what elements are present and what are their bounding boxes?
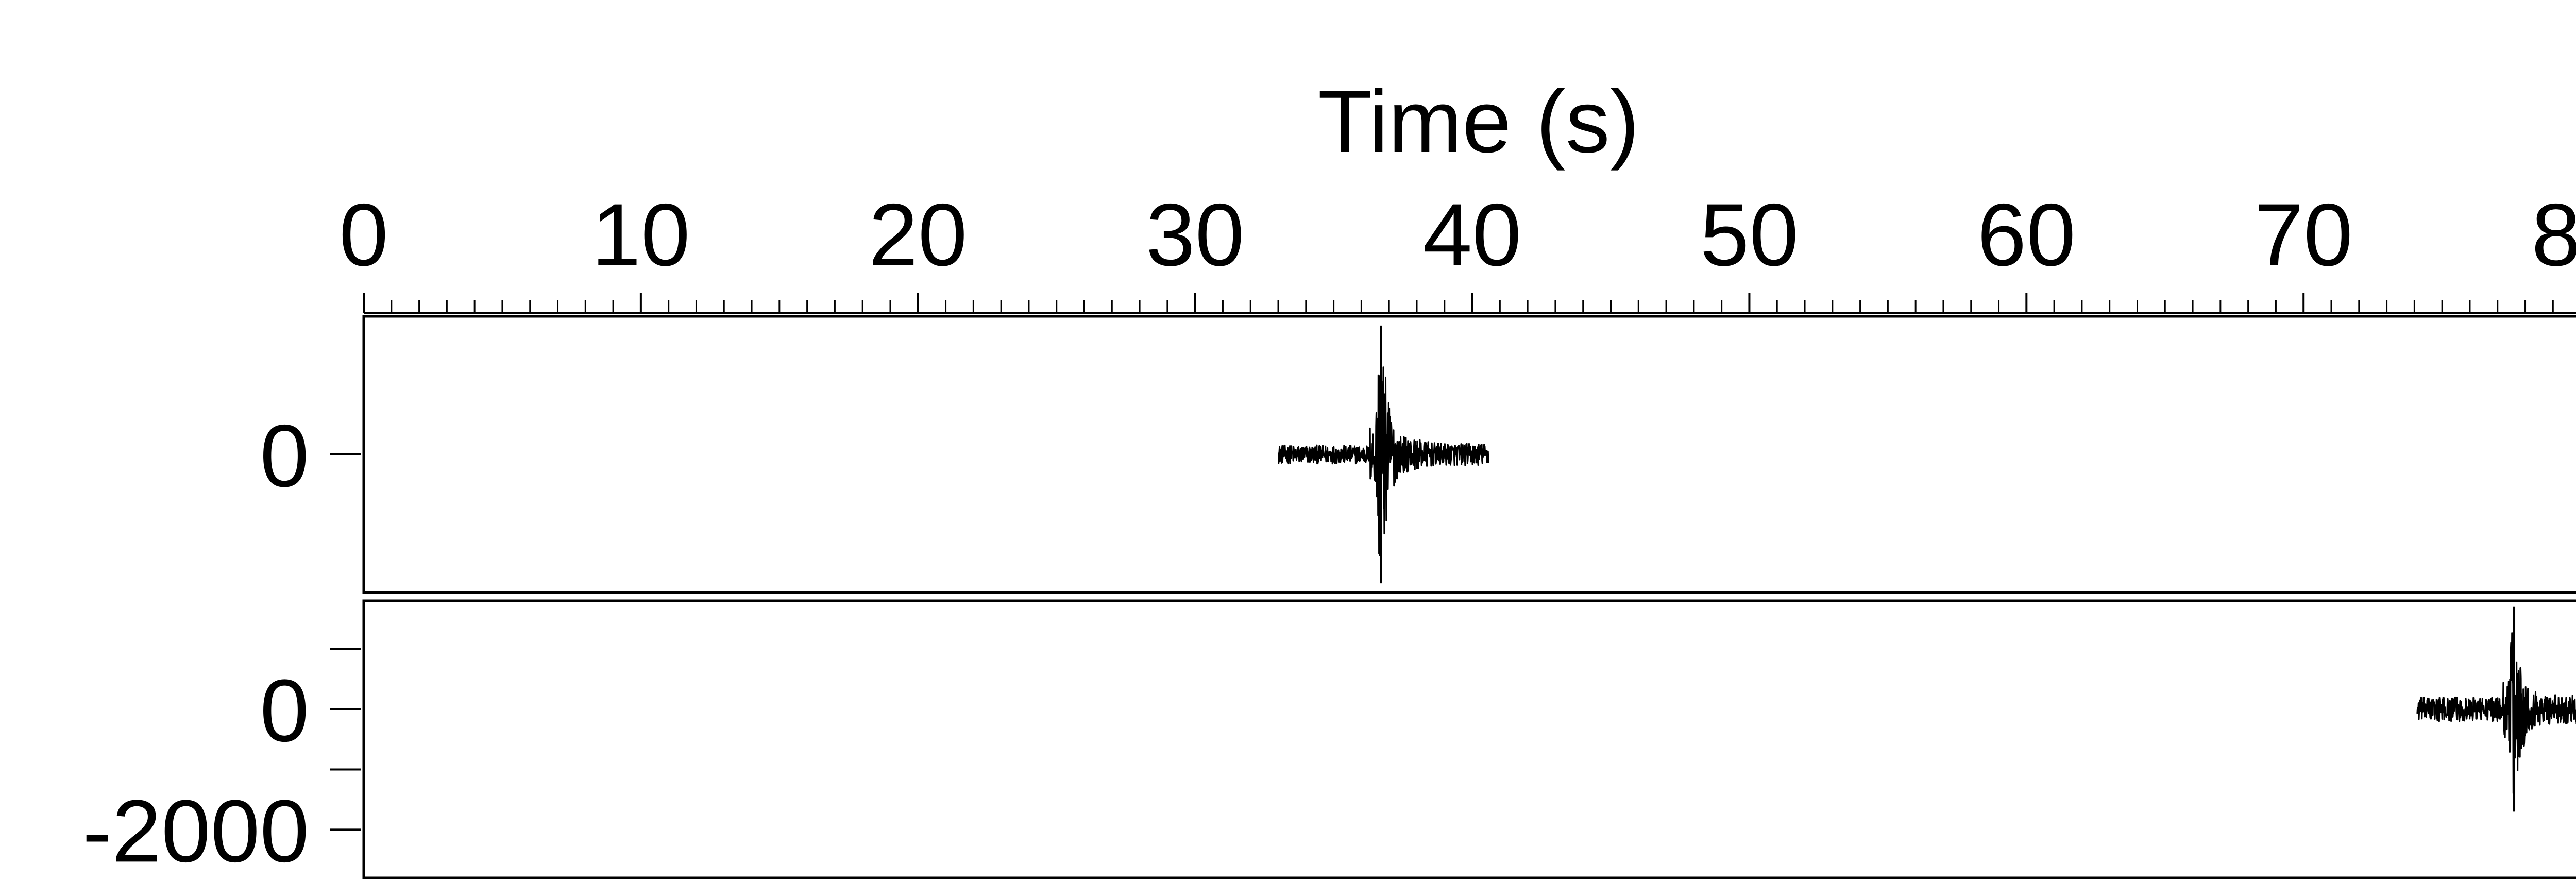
trace-panels: 0 0 -2000 <box>82 315 2576 880</box>
x-axis: 0 10 20 30 40 50 60 70 80 <box>339 185 2576 314</box>
x-tick-label: 30 <box>1146 185 1244 284</box>
x-tick-label: 70 <box>2255 185 2353 284</box>
x-tick-label: 0 <box>339 185 388 284</box>
x-tick-label: 50 <box>1700 185 1799 284</box>
seismic-trace <box>2416 618 2576 794</box>
x-tick-label: 10 <box>591 185 690 284</box>
x-axis-title: Time (s) <box>1318 72 1639 171</box>
y-tick-label: 0 <box>260 407 309 505</box>
x-tick-label: 80 <box>2531 185 2576 284</box>
panel-frame <box>362 599 2576 879</box>
panel-1: 0 <box>260 315 2576 594</box>
x-tick-label: 60 <box>1977 185 2076 284</box>
x-tick-label: 40 <box>1423 185 1521 284</box>
y-tick-label: 0 <box>260 662 309 760</box>
x-tick-label: 20 <box>869 185 967 284</box>
panel-frame <box>362 315 2576 594</box>
seismic-trace <box>1278 366 1490 556</box>
y-tick-label: -2000 <box>82 782 309 880</box>
panel-2: 0 -2000 <box>82 599 2576 880</box>
